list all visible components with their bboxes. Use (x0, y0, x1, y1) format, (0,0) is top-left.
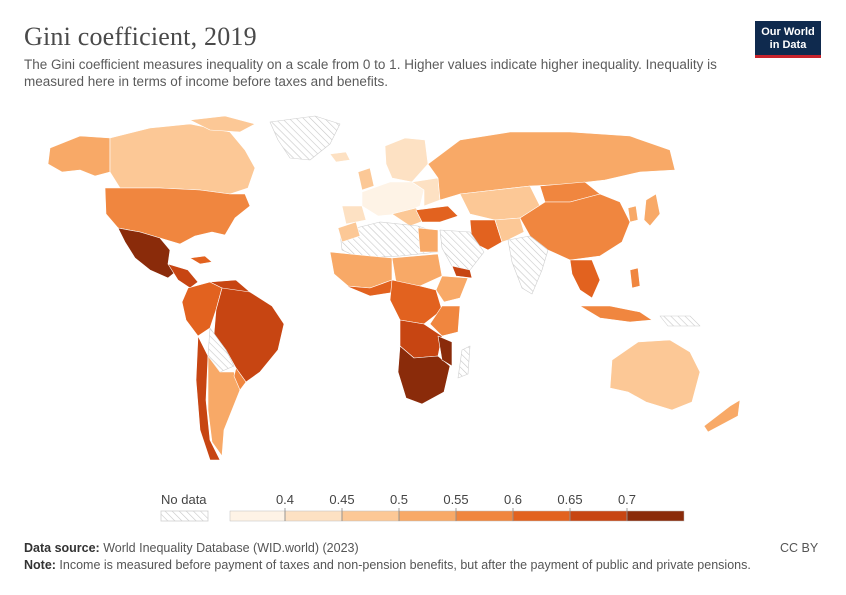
region-canada[interactable] (109, 123, 256, 195)
region-eastern-europe[interactable] (411, 177, 441, 207)
legend-tick-label: 0.6 (503, 492, 523, 507)
region-west-africa[interactable] (329, 251, 393, 289)
logo-line-1: Our World (761, 26, 815, 38)
region-afghanistan[interactable] (494, 217, 525, 243)
chart-subtitle: The Gini coefficient measures inequality… (24, 57, 717, 89)
world-map (47, 115, 741, 461)
legend-bin (455, 510, 514, 522)
legend-tick-label: 0.45 (329, 492, 355, 507)
legend-bin (569, 510, 628, 522)
region-papua[interactable] (659, 315, 701, 327)
region-alaska[interactable] (47, 135, 111, 177)
legend-bin (626, 510, 685, 522)
legend-bin (284, 510, 343, 522)
region-philippines[interactable] (629, 267, 641, 289)
region-korea[interactable] (627, 205, 639, 223)
legend-bin (341, 510, 400, 522)
region-central-america[interactable] (167, 263, 199, 289)
legend-bin (512, 510, 571, 522)
region-yemen[interactable] (451, 265, 473, 279)
region-iceland[interactable] (329, 151, 351, 163)
source-label: Data source: (24, 541, 100, 555)
data-source: Data source: World Inequality Database (… (24, 541, 359, 555)
logo-line-2: in Data (769, 39, 807, 51)
legend-tick-label: 0.7 (617, 492, 637, 507)
legend-no-data-swatch (160, 510, 209, 522)
region-madagascar[interactable] (457, 345, 471, 379)
region-arctic-islands[interactable] (189, 115, 256, 133)
source-text: World Inequality Database (WID.world) (2… (99, 541, 359, 555)
region-southeast-asia[interactable] (569, 259, 601, 299)
region-egypt[interactable] (417, 227, 439, 253)
region-chile[interactable] (195, 335, 221, 461)
region-brazil[interactable] (213, 287, 285, 383)
legend-no-data-label: No data (161, 492, 207, 507)
region-sudan[interactable] (391, 253, 443, 287)
region-scandinavia[interactable] (384, 137, 429, 183)
legend-bin (398, 510, 457, 522)
note-label: Note: (24, 558, 56, 572)
region-new-zealand[interactable] (703, 399, 741, 433)
region-argentina[interactable] (207, 355, 241, 457)
region-uk[interactable] (357, 167, 375, 191)
region-turkey[interactable] (415, 205, 459, 223)
region-southern-africa[interactable] (397, 345, 451, 405)
region-indonesia[interactable] (579, 305, 653, 323)
footnote: Note: Income is measured before payment … (24, 558, 751, 572)
owid-logo[interactable]: Our World in Data (755, 21, 821, 58)
region-central-africa[interactable] (389, 279, 443, 325)
region-morocco[interactable] (337, 221, 361, 243)
region-iberia[interactable] (341, 205, 367, 225)
legend-tick-label: 0.4 (275, 492, 295, 507)
region-caribbean[interactable] (189, 255, 213, 265)
chart-title: Gini coefficient, 2019 (24, 22, 257, 51)
region-mozambique[interactable] (437, 335, 453, 367)
license-link[interactable]: CC BY (780, 541, 819, 555)
region-east-africa[interactable] (429, 305, 461, 337)
region-horn-of-africa[interactable] (435, 275, 469, 303)
region-western-europe[interactable] (361, 181, 425, 217)
region-greenland[interactable] (269, 115, 341, 161)
legend-tick-label: 0.5 (389, 492, 409, 507)
note-text: Income is measured before payment of tax… (55, 558, 751, 572)
legend-bin (229, 510, 286, 522)
legend-tick-label: 0.65 (557, 492, 583, 507)
region-australia[interactable] (609, 339, 701, 411)
region-japan[interactable] (643, 193, 661, 227)
region-bolivia[interactable] (207, 327, 235, 373)
region-russia[interactable] (427, 131, 676, 201)
region-uruguay[interactable] (233, 367, 247, 391)
legend-tick-label: 0.55 (443, 492, 469, 507)
region-india[interactable] (507, 235, 549, 295)
